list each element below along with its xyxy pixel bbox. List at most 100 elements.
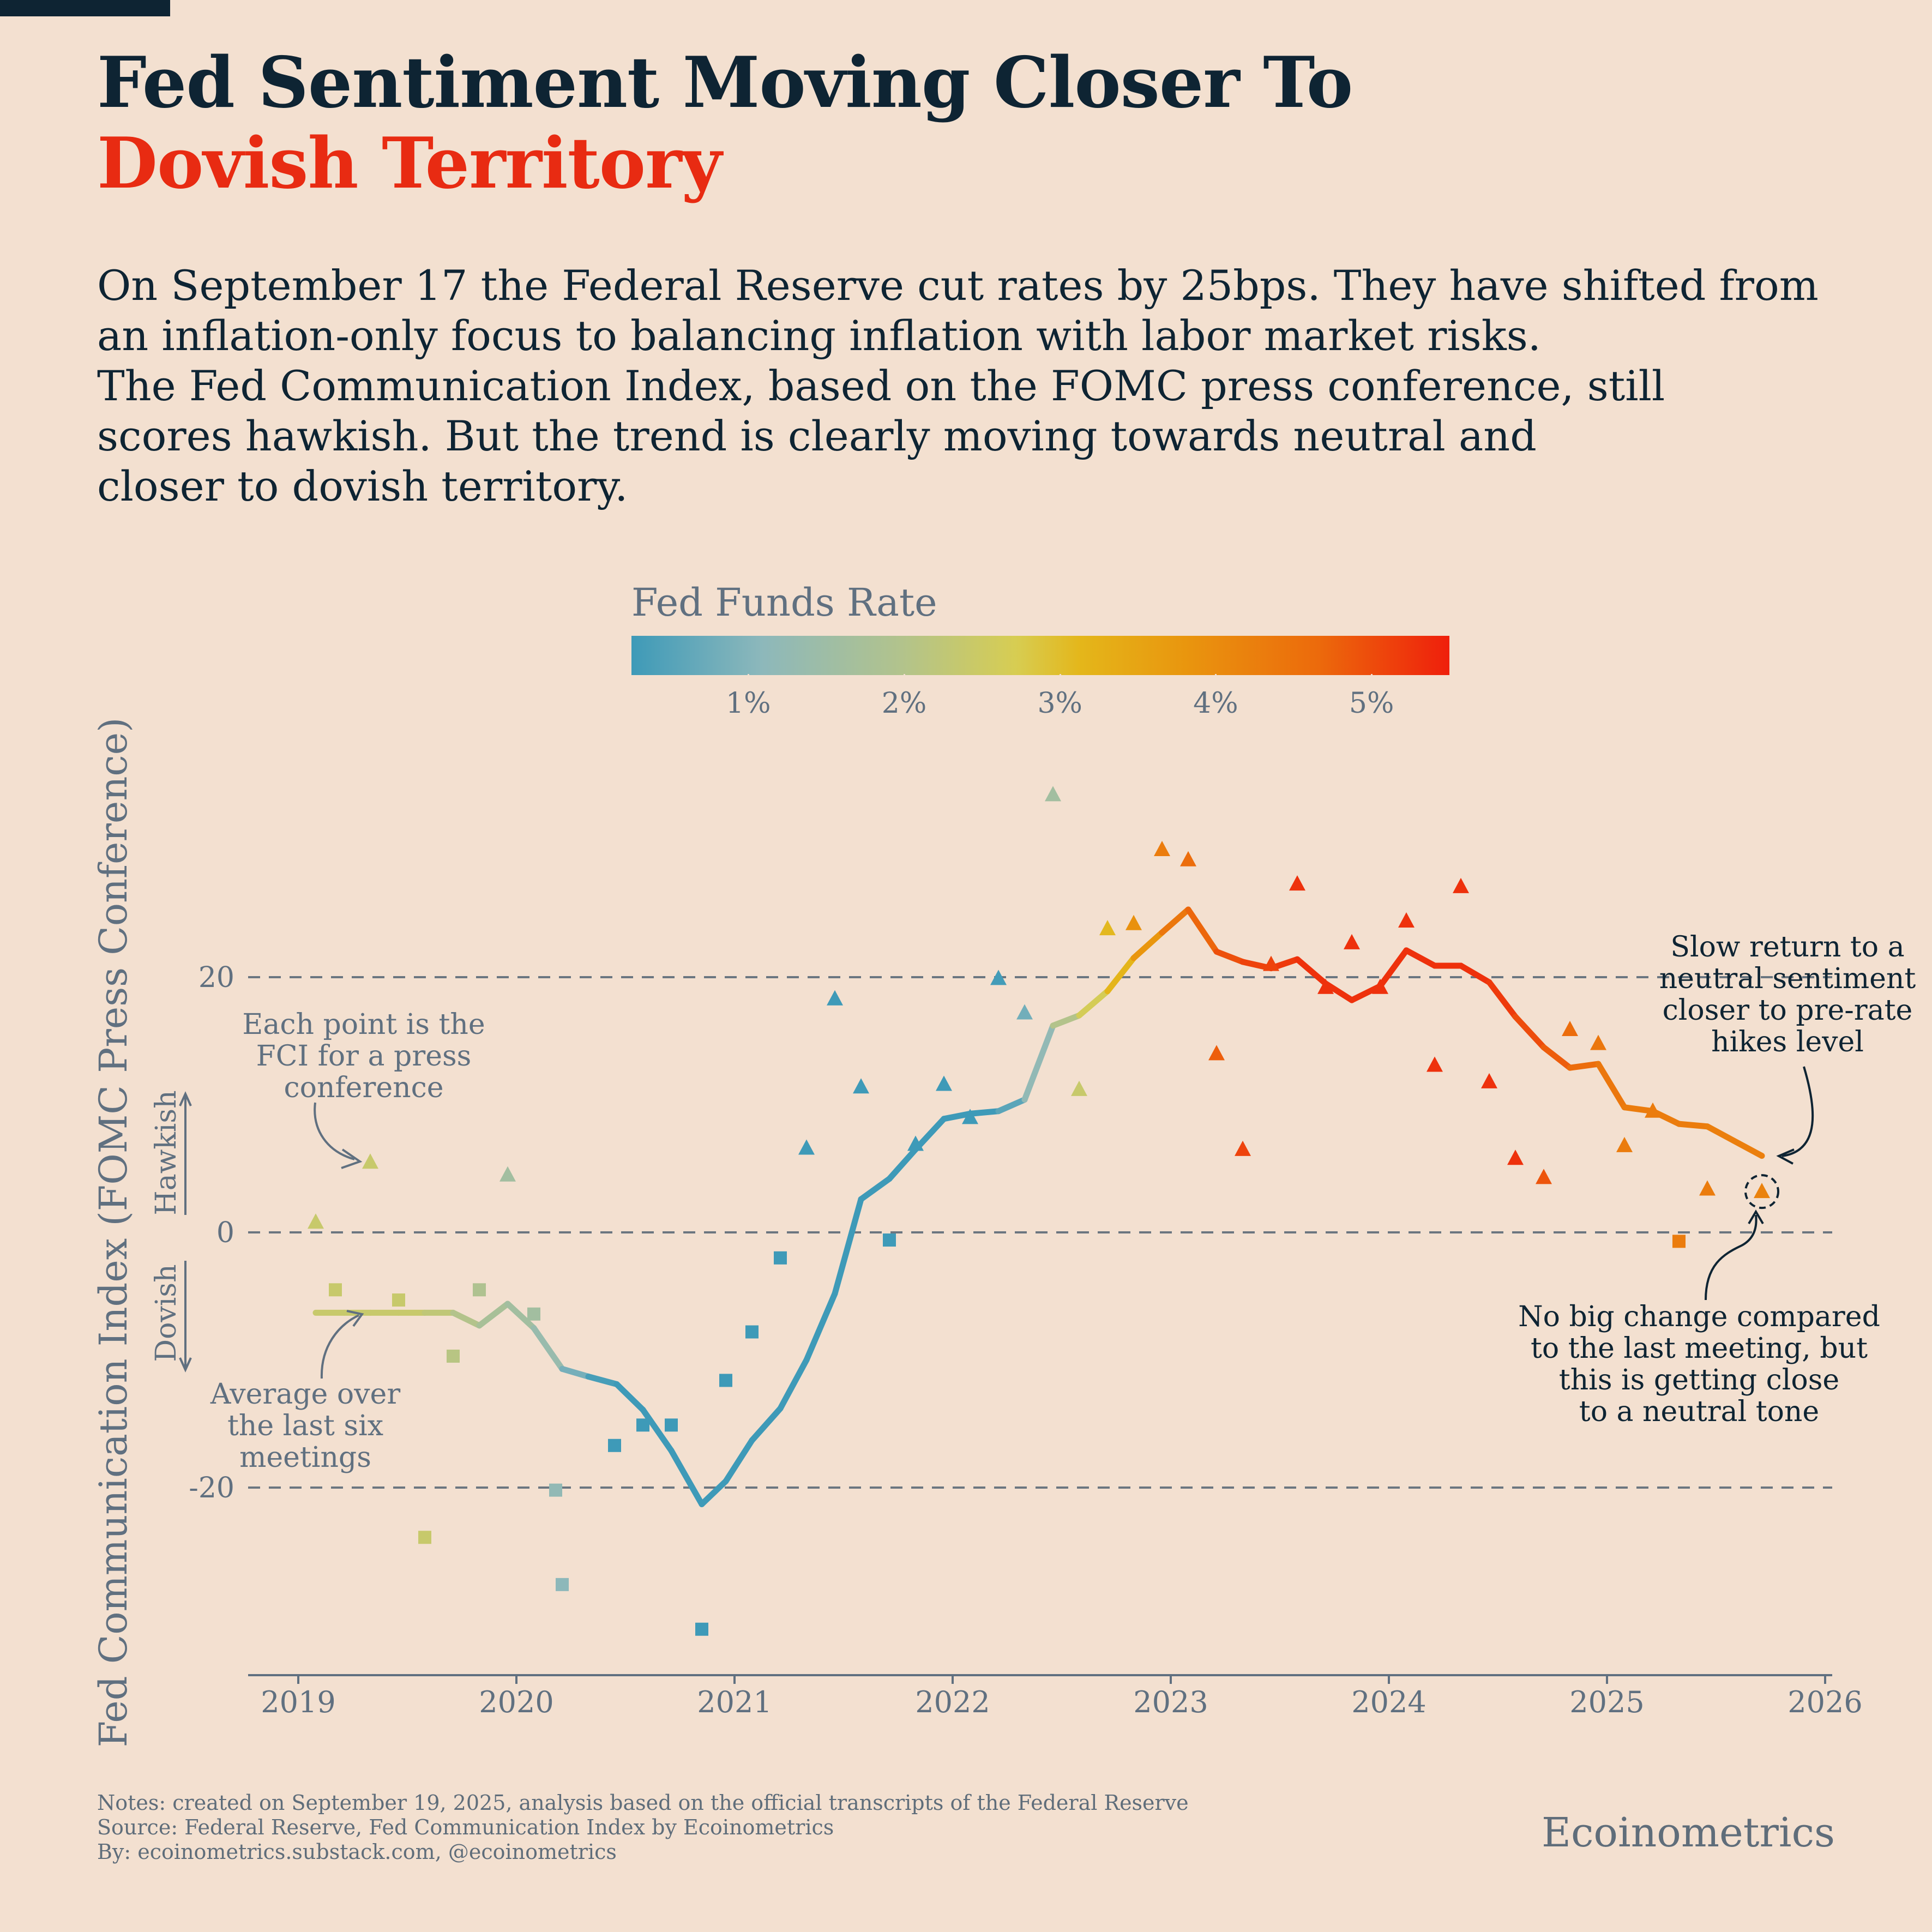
average-line-segment: [450, 1309, 483, 1329]
annotation-average: Average over the last six meetings: [210, 1378, 401, 1474]
footer-notes-line: Notes: created on September 19, 2025, an…: [97, 1791, 1189, 1815]
point-triangle: [1016, 1004, 1033, 1020]
point-triangle: [1616, 1136, 1633, 1152]
annotation-average-line: meetings: [239, 1441, 371, 1474]
average-line-segment: [668, 1447, 705, 1507]
x-tick-label: 2024: [1351, 1685, 1426, 1719]
hawkish-arrow-head: [179, 1091, 192, 1106]
average-line-segment: [777, 1357, 810, 1412]
chart-title: Fed Sentiment Moving Closer To Dovish Te…: [97, 43, 1353, 204]
data-points: [308, 786, 1770, 1636]
point-triangle: [1427, 1056, 1443, 1072]
average-line-segment: [1486, 979, 1519, 1020]
point-square: [883, 1233, 896, 1247]
annotation-slow-return-line: neutral sentiment: [1659, 962, 1916, 995]
annotation-no-big-change-line: to the last meeting, but: [1531, 1332, 1868, 1365]
point-triangle: [907, 1135, 924, 1151]
point-triangle: [1180, 851, 1196, 866]
point-triangle: [1372, 978, 1388, 994]
point-triangle: [827, 990, 843, 1006]
legend-tick: [1371, 674, 1373, 682]
legend-tick-label: 1%: [726, 687, 771, 720]
point-square: [329, 1283, 342, 1297]
x-tick-label: 2026: [1787, 1685, 1862, 1719]
title-line-2: Dovish Territory: [97, 123, 722, 204]
x-tick-label: 2023: [1133, 1685, 1208, 1719]
point-triangle: [1481, 1073, 1497, 1088]
average-line-segment: [531, 1325, 565, 1372]
average-line-segment: [1213, 948, 1246, 965]
annotation-no-big-change-arrowhead: [1748, 1209, 1764, 1225]
footer-source-line: Source: Federal Reserve, Fed Communicati…: [97, 1815, 834, 1839]
average-line-segment: [476, 1301, 511, 1329]
average-line-segment: [1595, 1061, 1628, 1111]
point-triangle: [1289, 875, 1305, 891]
annotations: Each point is the FCI for a press conferen…: [210, 931, 1916, 1474]
average-line-segment: [967, 1108, 1002, 1117]
point-triangle: [499, 1166, 516, 1182]
annotation-no-big-change-arrow: [1705, 1214, 1758, 1301]
chart-subtitle: On September 17 the Federal Reserve cut …: [97, 261, 1819, 511]
legend-tick: [904, 674, 905, 682]
legend-tick: [1215, 674, 1217, 682]
x-tick-label: 2019: [261, 1685, 335, 1719]
point-square: [556, 1578, 569, 1591]
dovish-label: Dovish: [150, 1264, 183, 1362]
hawkish-label: Hawkish: [150, 1090, 183, 1215]
annotation-average-arrowhead: [346, 1310, 364, 1327]
average-line-segment: [1185, 906, 1220, 955]
point-triangle: [962, 1109, 978, 1124]
point-triangle: [1699, 1180, 1716, 1196]
annotation-slow-return: Slow return to a neutral sentiment closer …: [1659, 931, 1916, 1058]
average-line-segment: [1567, 1061, 1602, 1071]
average-line-segment: [858, 1176, 893, 1202]
point-square: [473, 1283, 486, 1297]
point-square: [774, 1251, 787, 1265]
point-triangle: [1398, 912, 1415, 928]
point-triangle: [1562, 1020, 1578, 1036]
annotation-average-arrow: [320, 1314, 359, 1379]
subtitle-line: On September 17 the Federal Reserve cut …: [97, 261, 1819, 310]
x-tick-label: 2022: [915, 1685, 990, 1719]
annotation-slow-return-line: hikes level: [1711, 1026, 1864, 1058]
annotation-no-big-change-line: No big change compared: [1518, 1301, 1880, 1333]
legend-tick: [748, 674, 750, 682]
x-tick-label: 2021: [697, 1685, 772, 1719]
legend-title: Fed Funds Rate: [631, 580, 937, 625]
average-line-segment: [803, 1290, 838, 1363]
point-square: [527, 1307, 540, 1321]
annotation-no-big-change-line: this is getting close: [1559, 1364, 1839, 1397]
average-line: [312, 906, 1765, 1507]
annotation-each-point-line: Each point is the: [242, 1008, 485, 1041]
legend-tick-label: 3%: [1037, 687, 1082, 720]
annotation-each-point-line: conference: [284, 1072, 444, 1104]
subtitle-line: The Fed Communication Index, based on th…: [97, 362, 1665, 410]
average-line-segment: [1676, 1121, 1711, 1130]
annotation-slow-return-line: Slow return to a: [1670, 931, 1904, 964]
annotation-each-point: Each point is the FCI for a press conferen…: [242, 1008, 485, 1104]
corner-accent-bar: [0, 0, 170, 16]
legend-tick: [1059, 674, 1061, 682]
point-square: [418, 1531, 431, 1544]
annotation-highlight-circle: [1744, 1174, 1779, 1209]
point-triangle: [1235, 1140, 1251, 1156]
average-line-segment: [699, 1478, 729, 1507]
average-line-segment: [1322, 980, 1355, 1003]
x-tick-label: 2025: [1569, 1685, 1644, 1719]
point-triangle: [1071, 1080, 1087, 1096]
average-line-segment: [886, 1146, 919, 1182]
footer-notes: Notes: created on September 19, 2025, an…: [97, 1791, 1189, 1864]
average-line-segment: [1403, 947, 1438, 969]
dovish-arrow-head: [179, 1357, 192, 1373]
subtitle-line: closer to dovish territory.: [97, 462, 628, 510]
average-line-segment: [1512, 1014, 1547, 1051]
annotation-slow-return-arrowhead: [1776, 1148, 1795, 1165]
y-tick-label: 20: [198, 961, 234, 994]
annotation-no-big-change-line: to a neutral tone: [1579, 1395, 1819, 1428]
grid-lines: [248, 976, 1832, 1489]
point-square: [447, 1349, 460, 1363]
annotation-no-big-change: No big change compared to the last meetin…: [1518, 1301, 1880, 1428]
average-line-segment: [723, 1437, 755, 1484]
point-triangle: [936, 1075, 952, 1091]
point-square: [665, 1418, 678, 1432]
